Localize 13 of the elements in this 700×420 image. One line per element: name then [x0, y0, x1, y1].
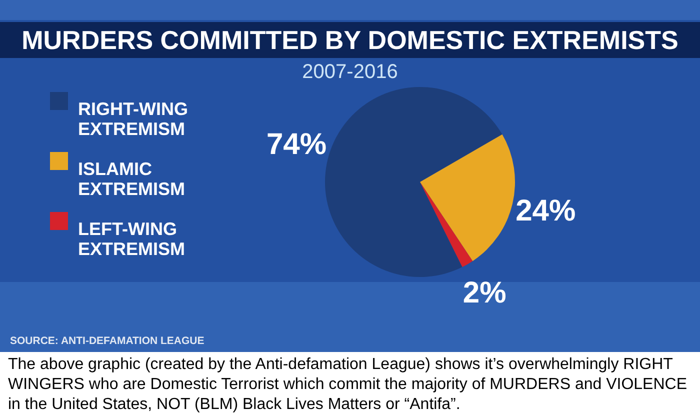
legend-label: RIGHT-WING EXTREMISM	[78, 99, 188, 139]
legend-label: LEFT-WING EXTREMISM	[78, 219, 186, 259]
pie-slice	[420, 182, 473, 268]
chart-title: MURDERS COMMITTED BY DOMESTIC EXTREMISTS	[0, 22, 700, 58]
source-note: SOURCE: ANTI-DEFAMATION LEAGUE	[10, 334, 204, 348]
data-label: 2%	[462, 276, 506, 310]
text: The above graphic (created by the Anti-defamation League) shows it’s overwhelmingly RIGHT WINGERS who are Domestic Terrorist which commit the majority of MURDERS and VIOLENCE in the United States, NOT (BLM) Black Lives Matters or “Antifa”.	[8, 355, 688, 415]
data-label: 24%	[516, 194, 576, 228]
pie-slice	[420, 134, 515, 262]
legend-label: ISLAMIC EXTREMISM	[78, 159, 186, 199]
data-label: 74%	[266, 128, 326, 161]
chart-subtitle: 2007-2016	[301, 60, 399, 84]
pie-slice	[325, 87, 502, 277]
